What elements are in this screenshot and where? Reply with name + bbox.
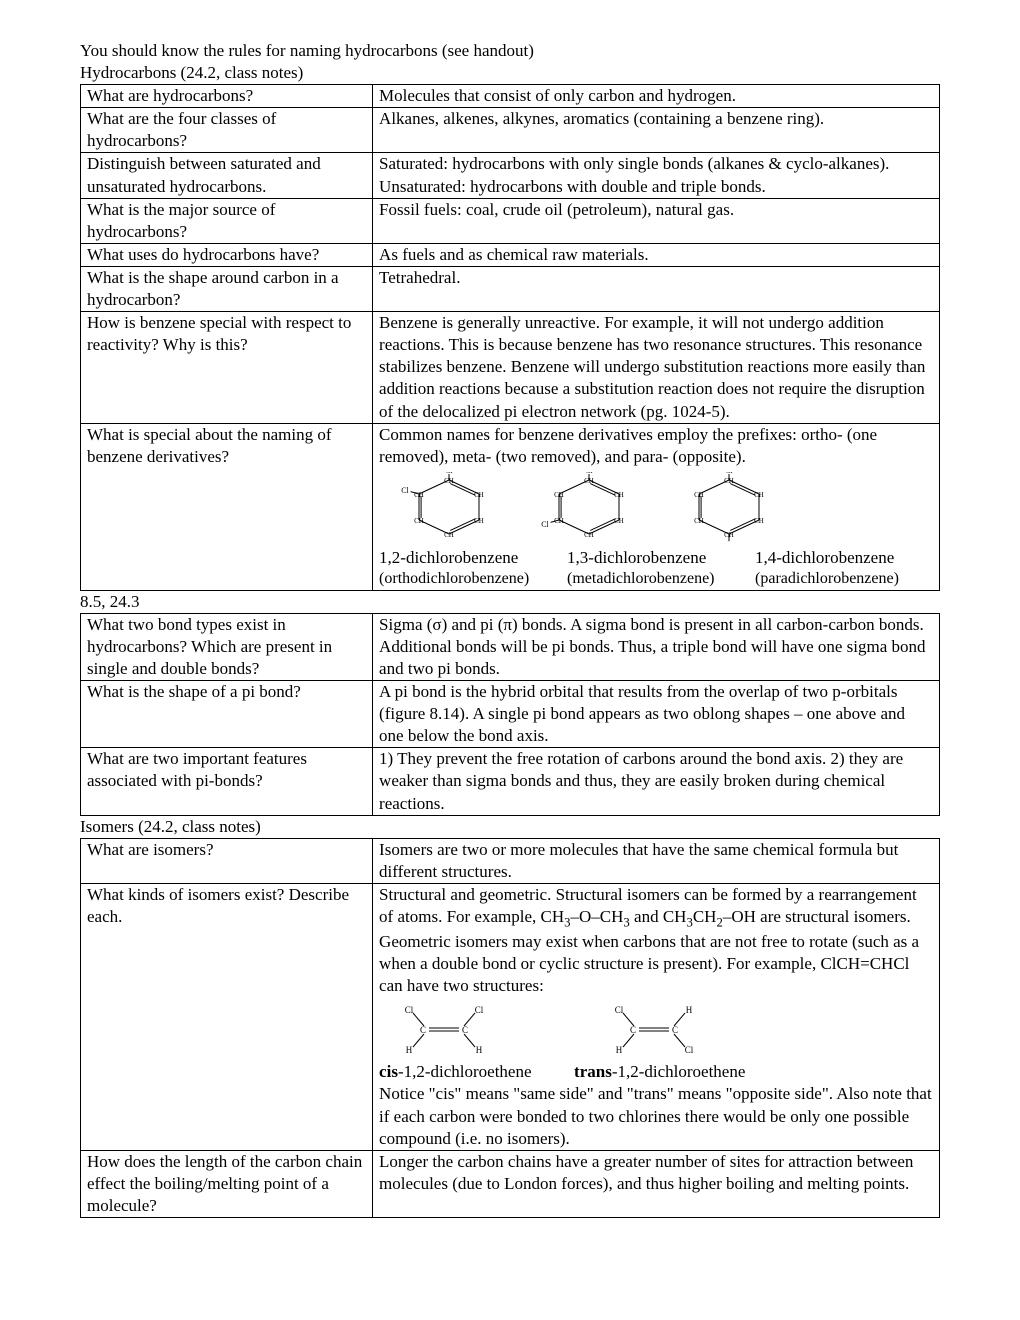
- svg-text:C: C: [462, 1025, 468, 1035]
- answer-cell: Sigma (σ) and pi (π) bonds. A sigma bond…: [373, 613, 940, 680]
- table-row: What are hydrocarbons?Molecules that con…: [81, 85, 940, 108]
- isomer-outro: Notice "cis" means "same side" and "tran…: [379, 1083, 933, 1149]
- svg-text:CH: CH: [754, 517, 764, 525]
- svg-text:Cl: Cl: [685, 1045, 694, 1055]
- table-row: What two bond types exist in hydrocarbon…: [81, 613, 940, 680]
- question-cell: What is the shape of a pi bond?: [81, 681, 373, 748]
- svg-text:CH: CH: [694, 517, 704, 525]
- hydrocarbons-table: What are hydrocarbons?Molecules that con…: [80, 84, 940, 590]
- svg-text:CH: CH: [474, 517, 484, 525]
- svg-text:H: H: [406, 1045, 413, 1055]
- question-cell: How does the length of the carbon chain …: [81, 1150, 373, 1217]
- table-row: What is the shape of a pi bond?A pi bond…: [81, 681, 940, 748]
- question-cell: What is the shape around carbon in a hyd…: [81, 266, 373, 311]
- isomer-labels: cis-1,2-dichloroethene trans-1,2-dichlor…: [379, 1061, 933, 1083]
- answer-cell: Longer the carbon chains have a greater …: [373, 1150, 940, 1217]
- svg-text:Cl: Cl: [615, 1005, 624, 1015]
- intro-line-2: Hydrocarbons (24.2, class notes): [80, 62, 940, 84]
- svg-text:Cl: Cl: [401, 486, 409, 495]
- answer-cell: Saturated: hydrocarbons with only single…: [373, 153, 940, 198]
- svg-text:Cl: Cl: [725, 472, 733, 475]
- answer-cell: A pi bond is the hybrid orbital that res…: [373, 681, 940, 748]
- section-3-label: Isomers (24.2, class notes): [80, 816, 940, 838]
- benzene-label: 1,3-dichlorobenzene: [567, 547, 745, 569]
- question-cell: What uses do hydrocarbons have?: [81, 243, 373, 266]
- question-cell: What are hydrocarbons?: [81, 85, 373, 108]
- svg-text:Cl: Cl: [445, 472, 453, 475]
- question-cell: Distinguish between saturated and unsatu…: [81, 153, 373, 198]
- svg-text:CH: CH: [554, 491, 564, 499]
- answer-cell: Molecules that consist of only carbon an…: [373, 85, 940, 108]
- question-cell: What are isomers?: [81, 838, 373, 883]
- svg-text:CH: CH: [694, 491, 704, 499]
- question-cell: What is the major source of hydrocarbons…: [81, 198, 373, 243]
- table-row: What are the four classes of hydrocarbon…: [81, 108, 940, 153]
- svg-text:CH: CH: [614, 517, 624, 525]
- benzene-sublabel: (paradichlorobenzene): [755, 569, 933, 590]
- svg-text:CH: CH: [444, 531, 454, 539]
- svg-text:C: C: [672, 1025, 678, 1035]
- svg-text:Cl: Cl: [405, 1005, 414, 1015]
- svg-text:CH: CH: [754, 491, 764, 499]
- svg-text:H: H: [686, 1005, 693, 1015]
- question-cell: What is special about the naming of benz…: [81, 423, 373, 590]
- svg-text:Cl: Cl: [475, 1005, 484, 1015]
- answer-cell: As fuels and as chemical raw materials.: [373, 243, 940, 266]
- svg-text:CH: CH: [414, 517, 424, 525]
- answer-cell: Alkanes, alkenes, alkynes, aromatics (co…: [373, 108, 940, 153]
- section-2-label: 8.5, 24.3: [80, 591, 940, 613]
- svg-text:H: H: [476, 1045, 483, 1055]
- answer-cell: Benzene is generally unreactive. For exa…: [373, 312, 940, 423]
- benzene-label: 1,2-dichlorobenzene: [379, 547, 557, 569]
- svg-text:Cl: Cl: [585, 472, 593, 475]
- svg-text:CH: CH: [474, 491, 484, 499]
- answer-cell: Common names for benzene derivatives emp…: [373, 423, 940, 590]
- question-cell: How is benzene special with respect to r…: [81, 312, 373, 423]
- answer-cell: Fossil fuels: coal, crude oil (petroleum…: [373, 198, 940, 243]
- table-row: Distinguish between saturated and unsatu…: [81, 153, 940, 198]
- question-cell: What are two important features associat…: [81, 748, 373, 815]
- table-row: What is special about the naming of benz…: [81, 423, 940, 590]
- svg-text:C: C: [630, 1025, 636, 1035]
- svg-text:C: C: [420, 1025, 426, 1035]
- isomers-table: What are isomers?Isomers are two or more…: [80, 838, 940, 1218]
- answer-cell: Structural and geometric. Structural iso…: [373, 883, 940, 1150]
- question-cell: What kinds of isomers exist? Describe ea…: [81, 883, 373, 1150]
- intro-line-1: You should know the rules for naming hyd…: [80, 40, 940, 62]
- benzene-sublabel: (metadichlorobenzene): [567, 569, 745, 590]
- answer-cell: Isomers are two or more molecules that h…: [373, 838, 940, 883]
- answer-cell: Tetrahedral.: [373, 266, 940, 311]
- table-row: What is the shape around carbon in a hyd…: [81, 266, 940, 311]
- benzene-sublabel: (orthodichlorobenzene): [379, 569, 557, 590]
- svg-text:H: H: [616, 1045, 623, 1055]
- table-row: What uses do hydrocarbons have?As fuels …: [81, 243, 940, 266]
- table-row: How is benzene special with respect to r…: [81, 312, 940, 423]
- table-row: What kinds of isomers exist? Describe ea…: [81, 883, 940, 1150]
- question-cell: What two bond types exist in hydrocarbon…: [81, 613, 373, 680]
- question-cell: What are the four classes of hydrocarbon…: [81, 108, 373, 153]
- benzene-label: 1,4-dichlorobenzene: [755, 547, 933, 569]
- answer-cell: 1) They prevent the free rotation of car…: [373, 748, 940, 815]
- svg-text:Cl: Cl: [541, 520, 549, 529]
- table-row: How does the length of the carbon chain …: [81, 1150, 940, 1217]
- svg-text:CH: CH: [414, 491, 424, 499]
- table-row: What is the major source of hydrocarbons…: [81, 198, 940, 243]
- table-row: What are two important features associat…: [81, 748, 940, 815]
- svg-text:CH: CH: [614, 491, 624, 499]
- table-row: What are isomers?Isomers are two or more…: [81, 838, 940, 883]
- bonds-table: What two bond types exist in hydrocarbon…: [80, 613, 940, 816]
- svg-text:CH: CH: [584, 531, 594, 539]
